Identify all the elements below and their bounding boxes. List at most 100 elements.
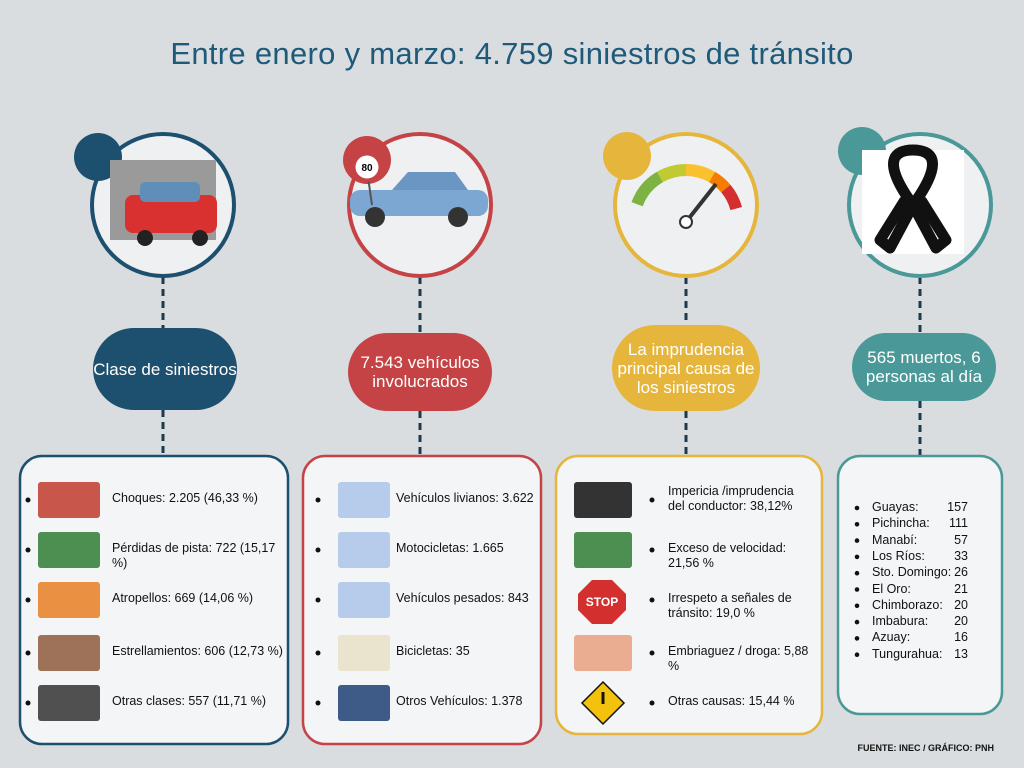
item-icon [574,635,632,671]
item-text: Motocicletas: 1.665 [396,541,504,555]
heading-pill [852,333,996,401]
heading: 565 muertos, 6 personas al día [865,348,983,386]
bullet [25,547,31,553]
ribbon [874,144,952,254]
item-icon [338,482,390,518]
bullet [315,497,321,503]
item-text: Estrellamientos: 606 (12,73 %) [112,644,283,658]
province: Chimborazo: [872,597,943,612]
province-count: 26 [954,565,968,580]
wheel [192,230,208,246]
item-text: Exceso de velocidad: 21,56 % [668,541,787,570]
bullet [854,619,860,625]
item-icon [38,635,100,671]
bullet [649,700,655,706]
heading-pill [348,333,492,411]
heading: Clase de siniestros [93,359,237,379]
item-icon [38,685,100,721]
gauge-segment [685,164,715,183]
title: Entre enero y marzo: 4.759 siniestros de… [170,36,854,71]
bullet [315,597,321,603]
item-icon [574,532,632,568]
bullet [854,538,860,543]
item-icon [38,482,100,518]
speed-sign [352,152,382,182]
bullet [854,505,860,511]
province: Los Ríos: [872,548,925,563]
bullet [25,597,31,603]
province-count: 20 [954,614,968,629]
bullet [854,587,860,592]
item-icon [338,582,390,618]
bullet [854,636,860,641]
stop-sign [578,580,626,624]
item-text: Pérdidas de pista: 722 (15,17 %) [112,541,276,570]
gauge-hub [679,215,693,229]
item-icon [338,635,390,671]
item-text: Impericia /imprudencia del conductor: 38… [668,484,794,513]
heading: La imprudencia principal causa de los si… [617,339,755,397]
province-count: 157 [947,500,968,514]
list-box [18,454,290,746]
item-text: Vehículos livianos: 3.622 [396,491,534,505]
heading-pill [612,325,760,411]
gauge-segment [657,164,687,183]
car-roof [392,172,468,190]
car-body [125,195,217,233]
bullet [25,497,31,503]
item-icon [38,582,100,618]
footer: FUENTE: INEC / GRÁFICO: PNH [857,743,995,753]
item-text: Embriaguez / droga: 5,88 % [668,644,809,673]
bullet [649,650,655,656]
bullet [315,650,321,656]
province: El Oro: [872,581,911,596]
province-count: 13 [954,646,968,661]
province: Sto. Domingo: [872,565,952,580]
bullet [854,570,860,576]
bullet [854,554,860,560]
province: Pichincha: [872,516,930,531]
item-text: Choques: 2.205 (46,33 %) [112,491,258,505]
wheel [448,207,468,227]
gauge-segment [708,171,731,193]
province-count: 111 [948,516,968,531]
province: Guayas: [872,500,919,514]
bullet [854,522,860,527]
speed-sign-text: 80 [361,163,373,174]
list-box [836,454,1004,716]
province-count: 20 [954,597,968,612]
bullet [315,700,321,706]
item-text: Otros Vehículos: 1.378 [396,694,523,708]
item-text: Vehículos pesados: 843 [396,591,529,605]
item-icon [338,685,390,721]
province: Azuay: [872,630,911,645]
province-count: 16 [954,630,968,645]
gauge-segment [631,171,664,207]
car-window [140,182,200,202]
bullet [649,547,655,553]
bullet [315,547,321,553]
province-count: 21 [954,581,968,596]
item-icon [338,532,390,568]
province: Manabí: [872,532,918,547]
item-text: Bicicletas: 35 [396,644,470,658]
list-box [301,454,543,746]
stop-text: STOP [586,595,618,609]
heading: 7.543 vehículos involucrados [360,353,480,391]
gauge-segment [721,184,743,211]
province-count: 33 [954,548,968,563]
bullet [649,597,655,603]
item-text: Otras causas: 15,44 % [668,694,795,708]
bullet [25,650,31,656]
province: Tungurahua: [872,646,943,661]
heading-pill [93,328,237,410]
province: Imbabura: [872,614,929,629]
bullet [854,603,860,609]
accent-dot [603,132,651,180]
item-text: Irrespeto a señales de tránsito: 19,0 % [668,591,792,620]
warning-mark [601,692,605,704]
bullet [854,652,860,657]
item-icon [574,482,632,518]
